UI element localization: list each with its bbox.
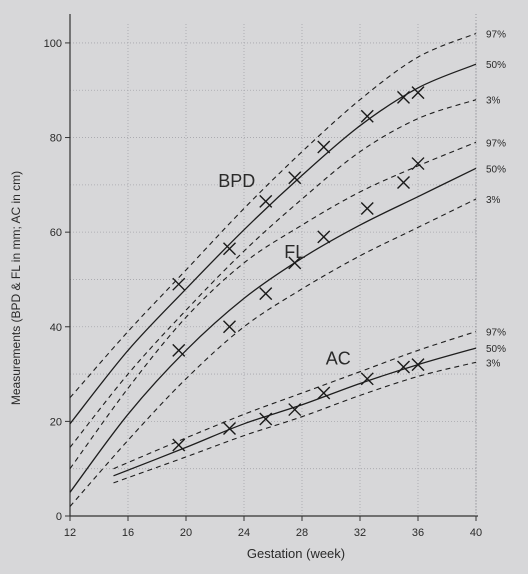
axes-layer: 12 16 20 24 28 32 36 40 0 20 40 60 80 100 bbox=[44, 14, 482, 539]
bpd-measurement-marker bbox=[317, 140, 331, 154]
fl-percentile-label-p50: 50% bbox=[486, 164, 506, 175]
fl-measurement-marker bbox=[288, 256, 302, 270]
fl-marker-stroke bbox=[411, 157, 425, 171]
fl-measurement-marker bbox=[411, 157, 425, 171]
bpd-marker-stroke bbox=[288, 171, 302, 185]
fl-marker-stroke bbox=[397, 175, 410, 189]
x-tick-label: 40 bbox=[470, 527, 482, 539]
y-tick-label: 80 bbox=[50, 133, 62, 145]
bpd-measurement-marker bbox=[360, 109, 374, 123]
bpd-marker-stroke bbox=[259, 194, 273, 208]
ac-series-label: AC bbox=[326, 349, 351, 369]
fl-series-label: FL bbox=[284, 242, 305, 262]
fl-curve-p3 bbox=[69, 198, 477, 507]
ac-curve-p3 bbox=[113, 361, 477, 484]
bpd-marker-stroke bbox=[360, 109, 374, 123]
fl-measurement-marker bbox=[223, 320, 236, 334]
ac-measurement-marker bbox=[259, 412, 273, 426]
bpd-measurement-marker bbox=[397, 90, 410, 104]
ac-measurement-marker bbox=[397, 360, 410, 374]
ac-marker-stroke bbox=[397, 360, 410, 374]
x-tick-label: 28 bbox=[296, 527, 308, 539]
y-tick-label: 20 bbox=[50, 416, 62, 428]
ac-measurement-marker bbox=[223, 421, 236, 435]
ac-marker-stroke bbox=[172, 438, 186, 452]
fl-marker-stroke bbox=[259, 287, 273, 301]
ac-percentile-label-p97: 97% bbox=[486, 328, 506, 339]
bpd-measurement-marker bbox=[172, 277, 186, 291]
bpd-measurement-marker bbox=[259, 194, 273, 208]
y-tick-label: 40 bbox=[50, 322, 62, 334]
fl-marker-stroke bbox=[223, 320, 236, 334]
marker-layer bbox=[172, 86, 425, 452]
y-tick-label: 100 bbox=[44, 38, 62, 50]
bpd-measurement-marker bbox=[411, 86, 425, 100]
bpd-marker-stroke bbox=[223, 242, 236, 256]
fl-curve-p50 bbox=[69, 167, 477, 493]
ac-marker-stroke bbox=[288, 403, 302, 417]
x-tick-label: 12 bbox=[64, 527, 76, 539]
fl-percentile-label-p3: 3% bbox=[486, 195, 501, 206]
bpd-percentile-label-p50: 50% bbox=[486, 60, 506, 71]
ac-marker-stroke bbox=[360, 372, 374, 386]
bpd-marker-stroke bbox=[317, 140, 331, 154]
ac-measurement-marker bbox=[360, 372, 374, 386]
y-axis-title: Measurements (BPD & FL in mm; AC in cm) bbox=[9, 171, 23, 405]
x-tick-label: 32 bbox=[354, 527, 366, 539]
fl-measurement-marker bbox=[172, 343, 186, 357]
fl-measurement-marker bbox=[360, 202, 374, 215]
ac-marker-stroke bbox=[317, 386, 331, 400]
x-tick-label: 36 bbox=[412, 527, 424, 539]
bpd-curve-p97 bbox=[69, 32, 477, 399]
bpd-series-label: BPD bbox=[218, 171, 255, 191]
x-tick-label: 24 bbox=[238, 527, 250, 539]
ac-marker-stroke bbox=[259, 412, 273, 426]
ac-measurement-marker bbox=[317, 386, 331, 400]
fl-curve-p97 bbox=[69, 141, 477, 470]
ac-marker-stroke bbox=[223, 421, 236, 435]
ac-measurement-marker bbox=[172, 438, 186, 452]
y-tick-label: 60 bbox=[50, 227, 62, 239]
bpd-percentile-label-p97: 97% bbox=[486, 29, 506, 40]
ac-marker-stroke bbox=[411, 358, 425, 372]
fl-marker-stroke bbox=[288, 256, 302, 270]
fl-percentile-label-p97: 97% bbox=[486, 138, 506, 149]
ac-measurement-marker bbox=[288, 403, 302, 417]
ac-percentile-label-p3: 3% bbox=[486, 358, 501, 369]
fl-marker-stroke bbox=[360, 202, 374, 215]
x-tick-label: 16 bbox=[122, 527, 134, 539]
fl-marker-stroke bbox=[172, 343, 186, 357]
bpd-percentile-label-p3: 3% bbox=[486, 96, 501, 107]
x-axis-title: Gestation (week) bbox=[247, 546, 345, 561]
x-tick-label: 20 bbox=[180, 527, 192, 539]
label-layer: 97% 50% 3% BPD 97% 50% 3% FL 97% 50% 3% AC bbox=[218, 29, 506, 369]
fl-marker-stroke bbox=[317, 230, 331, 244]
ac-percentile-label-p50: 50% bbox=[486, 344, 506, 355]
bpd-curve-p50 bbox=[69, 63, 477, 425]
bpd-measurement-marker bbox=[288, 171, 302, 185]
fl-measurement-marker bbox=[317, 230, 331, 244]
fl-measurement-marker bbox=[397, 175, 410, 189]
bpd-measurement-marker bbox=[223, 242, 236, 256]
y-tick-label: 0 bbox=[56, 511, 62, 523]
ac-measurement-marker bbox=[411, 358, 425, 372]
fl-measurement-marker bbox=[259, 287, 273, 301]
bpd-marker-stroke bbox=[411, 86, 425, 100]
bpd-marker-stroke bbox=[397, 90, 410, 104]
ac-curve-p97 bbox=[113, 330, 477, 470]
bpd-marker-stroke bbox=[172, 277, 186, 291]
